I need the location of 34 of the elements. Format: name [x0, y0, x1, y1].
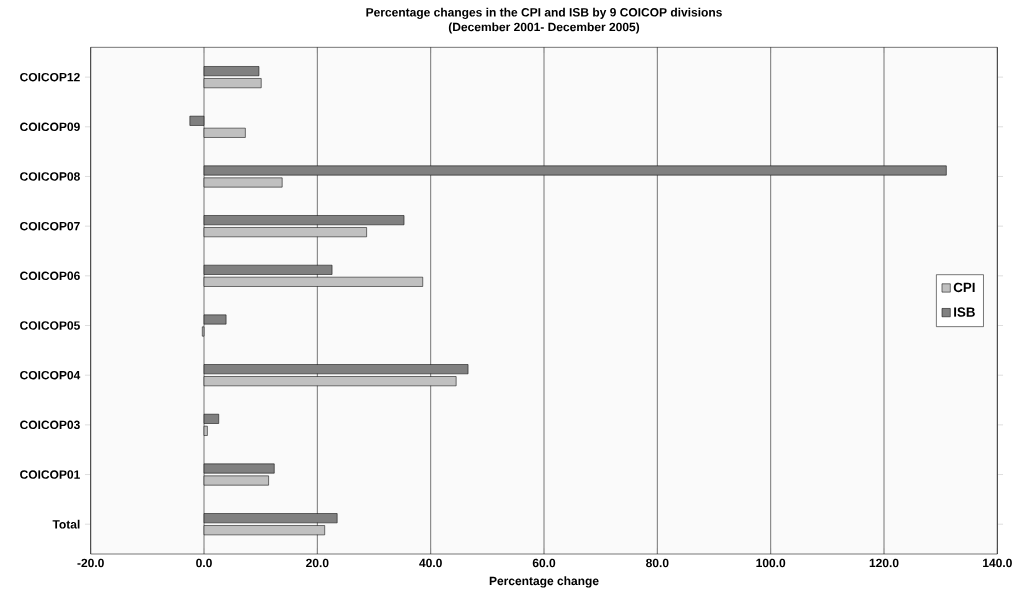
y-tick-label: COICOP03 [20, 420, 80, 430]
x-tick-label: 20.0 [306, 558, 329, 568]
x-tick-label: 120.0 [869, 558, 899, 568]
x-axis-title: Percentage change [489, 576, 599, 588]
y-tick-label: COICOP08 [20, 172, 80, 181]
y-tick-label: COICOP06 [20, 271, 80, 281]
x-tick-label: -20.0 [77, 558, 104, 568]
bar [203, 413, 220, 424]
x-tick-label: 40.0 [419, 558, 442, 568]
y-tick-label: COICOP09 [20, 122, 80, 132]
x-tick-label: 80.0 [646, 558, 669, 568]
bar [203, 227, 367, 238]
x-tick-label: 0.0 [196, 558, 212, 568]
bar [203, 425, 208, 436]
bar [203, 78, 262, 89]
legend-label: ISB [954, 307, 975, 317]
y-tick-label: COICOP07 [20, 221, 80, 231]
bar [203, 364, 469, 375]
bar [203, 215, 405, 226]
x-tick-label: 140.0 [983, 558, 1012, 568]
x-tick-label: 100.0 [756, 558, 786, 568]
y-tick-label: COICOP12 [20, 72, 80, 82]
y-tick-label: Total [52, 519, 80, 529]
chart-subtitle: (December 2001- December 2005) [448, 22, 640, 34]
y-tick-label: COICOP05 [20, 321, 80, 330]
bar [203, 66, 260, 77]
bar [203, 276, 424, 287]
chart-title: Percentage changes in the CPI and ISB by 9 COICOP divisions [366, 7, 722, 19]
x-tick-label: 60.0 [532, 558, 556, 568]
bar [203, 376, 457, 387]
legend-label: CPI [953, 282, 975, 293]
y-tick-label: COICOP04 [20, 370, 81, 380]
bar [203, 264, 333, 275]
y-tick-label: COICOP01 [20, 470, 80, 479]
